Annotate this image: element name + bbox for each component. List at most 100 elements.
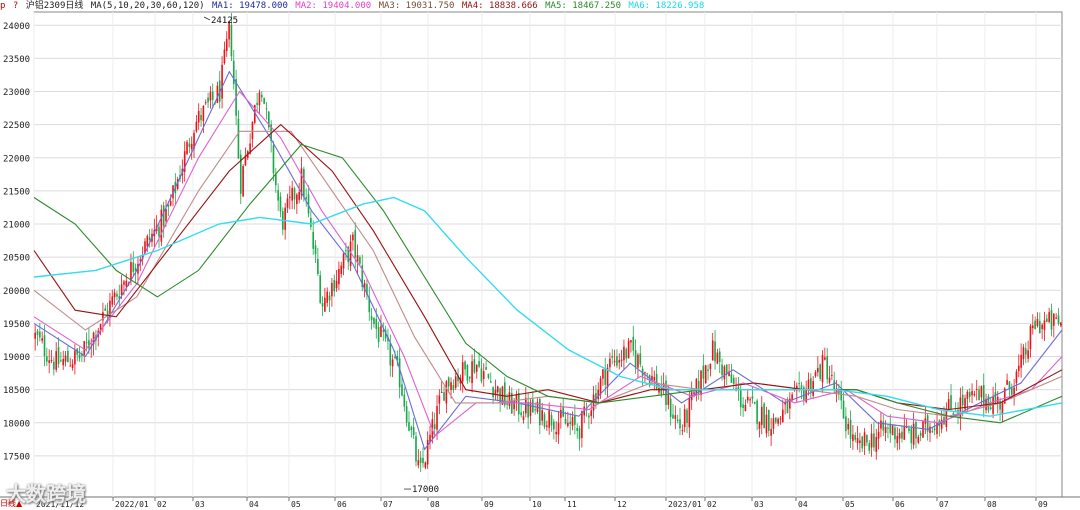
candle-body bbox=[798, 383, 800, 385]
candle-body bbox=[69, 365, 72, 367]
y-tick-label: 23000 bbox=[3, 88, 30, 98]
candle-body bbox=[258, 92, 261, 106]
candle-body bbox=[746, 396, 749, 401]
candle-body bbox=[611, 355, 614, 358]
candle-body bbox=[440, 391, 443, 393]
candle-body bbox=[408, 422, 410, 431]
candle-body bbox=[401, 384, 403, 396]
candle-body bbox=[791, 394, 793, 400]
candle-body bbox=[293, 188, 296, 200]
candle-body bbox=[225, 39, 228, 51]
candle-body bbox=[424, 462, 427, 468]
candle-body bbox=[887, 427, 889, 429]
candle-body bbox=[814, 372, 817, 377]
candle-body bbox=[109, 300, 111, 316]
flag-icon[interactable]: p bbox=[0, 1, 6, 11]
candle-body bbox=[884, 426, 887, 434]
candle-body bbox=[833, 380, 836, 390]
help-icon[interactable]: ? bbox=[12, 1, 19, 11]
candle-body bbox=[403, 394, 406, 407]
y-tick-label: 24000 bbox=[3, 22, 30, 32]
ma5-value: MA5: 18467.250 bbox=[545, 1, 621, 11]
candle-body bbox=[162, 205, 165, 227]
candle-body bbox=[478, 361, 480, 367]
candle-body bbox=[971, 391, 973, 396]
x-tick-label: 03 bbox=[195, 500, 205, 509]
candle-body bbox=[92, 332, 95, 345]
candle-body bbox=[443, 392, 445, 401]
candle-body bbox=[382, 330, 385, 332]
candle-body bbox=[1055, 317, 1057, 319]
candle-body bbox=[120, 284, 123, 296]
candle-body bbox=[534, 409, 536, 411]
candle-body bbox=[718, 351, 721, 363]
candle-body bbox=[915, 421, 917, 439]
candle-body bbox=[496, 386, 499, 393]
candle-body bbox=[480, 368, 483, 382]
candle-body bbox=[849, 419, 852, 439]
x-tick-label: 05 bbox=[291, 500, 301, 509]
y-tick-label: 19000 bbox=[3, 353, 30, 363]
candle-body bbox=[71, 364, 74, 368]
candle-body bbox=[454, 376, 457, 388]
candle-body bbox=[742, 404, 744, 408]
candle-body bbox=[609, 358, 611, 368]
period-label[interactable]: 日线▲ bbox=[0, 499, 23, 508]
candle-body bbox=[875, 437, 878, 452]
candle-body bbox=[999, 400, 1001, 410]
candle-body bbox=[265, 108, 268, 110]
candle-body bbox=[55, 351, 58, 370]
candle-body bbox=[1043, 320, 1046, 330]
candle-body bbox=[228, 21, 230, 40]
candle-body bbox=[917, 436, 920, 443]
candle-body bbox=[786, 398, 789, 413]
candle-body bbox=[824, 357, 826, 360]
y-tick-label: 20500 bbox=[3, 254, 30, 264]
ma3-value: MA3: 19031.750 bbox=[378, 1, 455, 11]
candle-body bbox=[466, 365, 469, 381]
candle-body bbox=[366, 283, 368, 296]
candle-body bbox=[711, 340, 714, 361]
candle-body bbox=[707, 369, 709, 371]
candle-body bbox=[415, 436, 417, 462]
candle-body bbox=[852, 434, 854, 441]
candle-body bbox=[1010, 388, 1013, 395]
candle-body bbox=[503, 382, 506, 406]
candle-body bbox=[581, 411, 583, 438]
y-tick-label: 19500 bbox=[3, 320, 30, 330]
x-tick-label: 06 bbox=[895, 500, 905, 509]
candle-body bbox=[693, 392, 695, 395]
candle-body bbox=[104, 308, 107, 311]
candle-body bbox=[88, 340, 90, 349]
plot-area bbox=[33, 11, 1063, 498]
candle-body bbox=[279, 196, 282, 212]
high-pointer bbox=[203, 16, 211, 21]
candle-body bbox=[263, 98, 265, 104]
candle-body bbox=[539, 399, 541, 426]
candle-body bbox=[681, 430, 684, 432]
candle-body bbox=[774, 417, 777, 423]
candle-body bbox=[653, 377, 656, 381]
candle-body bbox=[567, 422, 569, 426]
candle-body bbox=[835, 388, 838, 395]
candle-body bbox=[377, 327, 380, 342]
y-tick-label: 21000 bbox=[3, 221, 30, 231]
candle-body bbox=[349, 241, 352, 267]
candle-body bbox=[345, 250, 347, 252]
candle-body bbox=[805, 388, 807, 403]
x-tick-label: 12 bbox=[617, 500, 627, 509]
candle-body bbox=[492, 387, 494, 398]
candle-body bbox=[277, 190, 279, 201]
candle-body bbox=[338, 268, 340, 285]
candle-body bbox=[1041, 324, 1043, 330]
candle-body bbox=[847, 423, 850, 430]
candle-body bbox=[312, 231, 315, 249]
candle-body bbox=[933, 428, 936, 431]
candle-body bbox=[569, 421, 572, 425]
candle-body bbox=[950, 395, 952, 410]
candle-body bbox=[910, 428, 913, 443]
candle-body bbox=[1003, 388, 1006, 404]
candle-body bbox=[543, 414, 546, 428]
candle-body bbox=[373, 317, 375, 325]
